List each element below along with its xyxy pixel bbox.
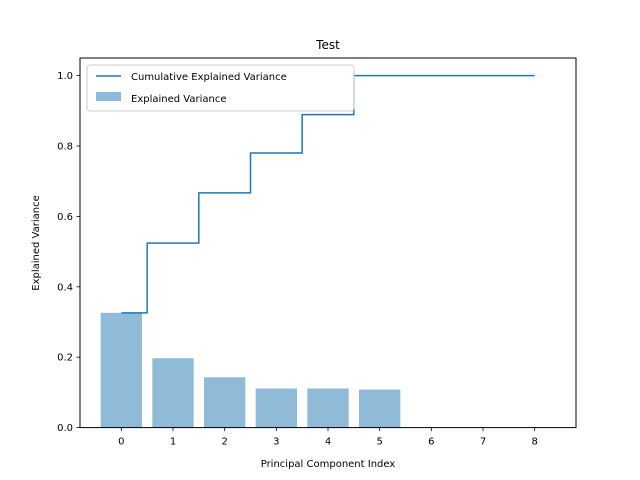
x-tick-label: 4 bbox=[325, 437, 331, 448]
bar bbox=[307, 388, 349, 428]
x-tick-label: 5 bbox=[376, 437, 382, 448]
y-axis: 0.0 0.2 0.4 0.6 0.8 1.0 bbox=[57, 71, 80, 434]
y-tick-label: 0.4 bbox=[57, 282, 73, 293]
x-tick-label: 1 bbox=[170, 437, 176, 448]
bar bbox=[255, 388, 297, 428]
bar-group bbox=[100, 312, 401, 428]
x-tick-label: 0 bbox=[118, 437, 124, 448]
x-axis-label: Principal Component Index bbox=[261, 459, 396, 470]
legend-box bbox=[86, 64, 355, 112]
chart-title: Test bbox=[315, 38, 340, 52]
y-tick-label: 0.0 bbox=[57, 423, 73, 434]
x-tick-label: 3 bbox=[273, 437, 279, 448]
legend-explained-label: Explained Variance bbox=[131, 94, 226, 105]
y-tick-label: 0.6 bbox=[57, 212, 73, 223]
x-tick-label: 7 bbox=[480, 437, 486, 448]
x-axis: 0 1 2 3 4 5 6 7 8 bbox=[118, 427, 538, 448]
y-tick-label: 0.2 bbox=[57, 353, 73, 364]
x-tick-label: 2 bbox=[221, 437, 227, 448]
legend-cumulative-label: Cumulative Explained Variance bbox=[131, 72, 287, 83]
x-tick-label: 6 bbox=[428, 437, 434, 448]
cumulative-step-line bbox=[121, 74, 535, 314]
y-axis-label: Explained Variance bbox=[31, 195, 42, 290]
x-tick-label: 8 bbox=[531, 437, 537, 448]
legend: Cumulative Explained Variance Explained … bbox=[86, 64, 355, 112]
bar bbox=[100, 312, 142, 428]
y-tick-label: 1.0 bbox=[57, 71, 73, 82]
cumulative-line-group bbox=[121, 74, 535, 314]
y-tick-label: 0.8 bbox=[57, 142, 73, 153]
bar bbox=[359, 389, 401, 428]
bar bbox=[152, 358, 194, 428]
legend-explained-swatch bbox=[96, 92, 121, 101]
bar bbox=[204, 377, 246, 428]
